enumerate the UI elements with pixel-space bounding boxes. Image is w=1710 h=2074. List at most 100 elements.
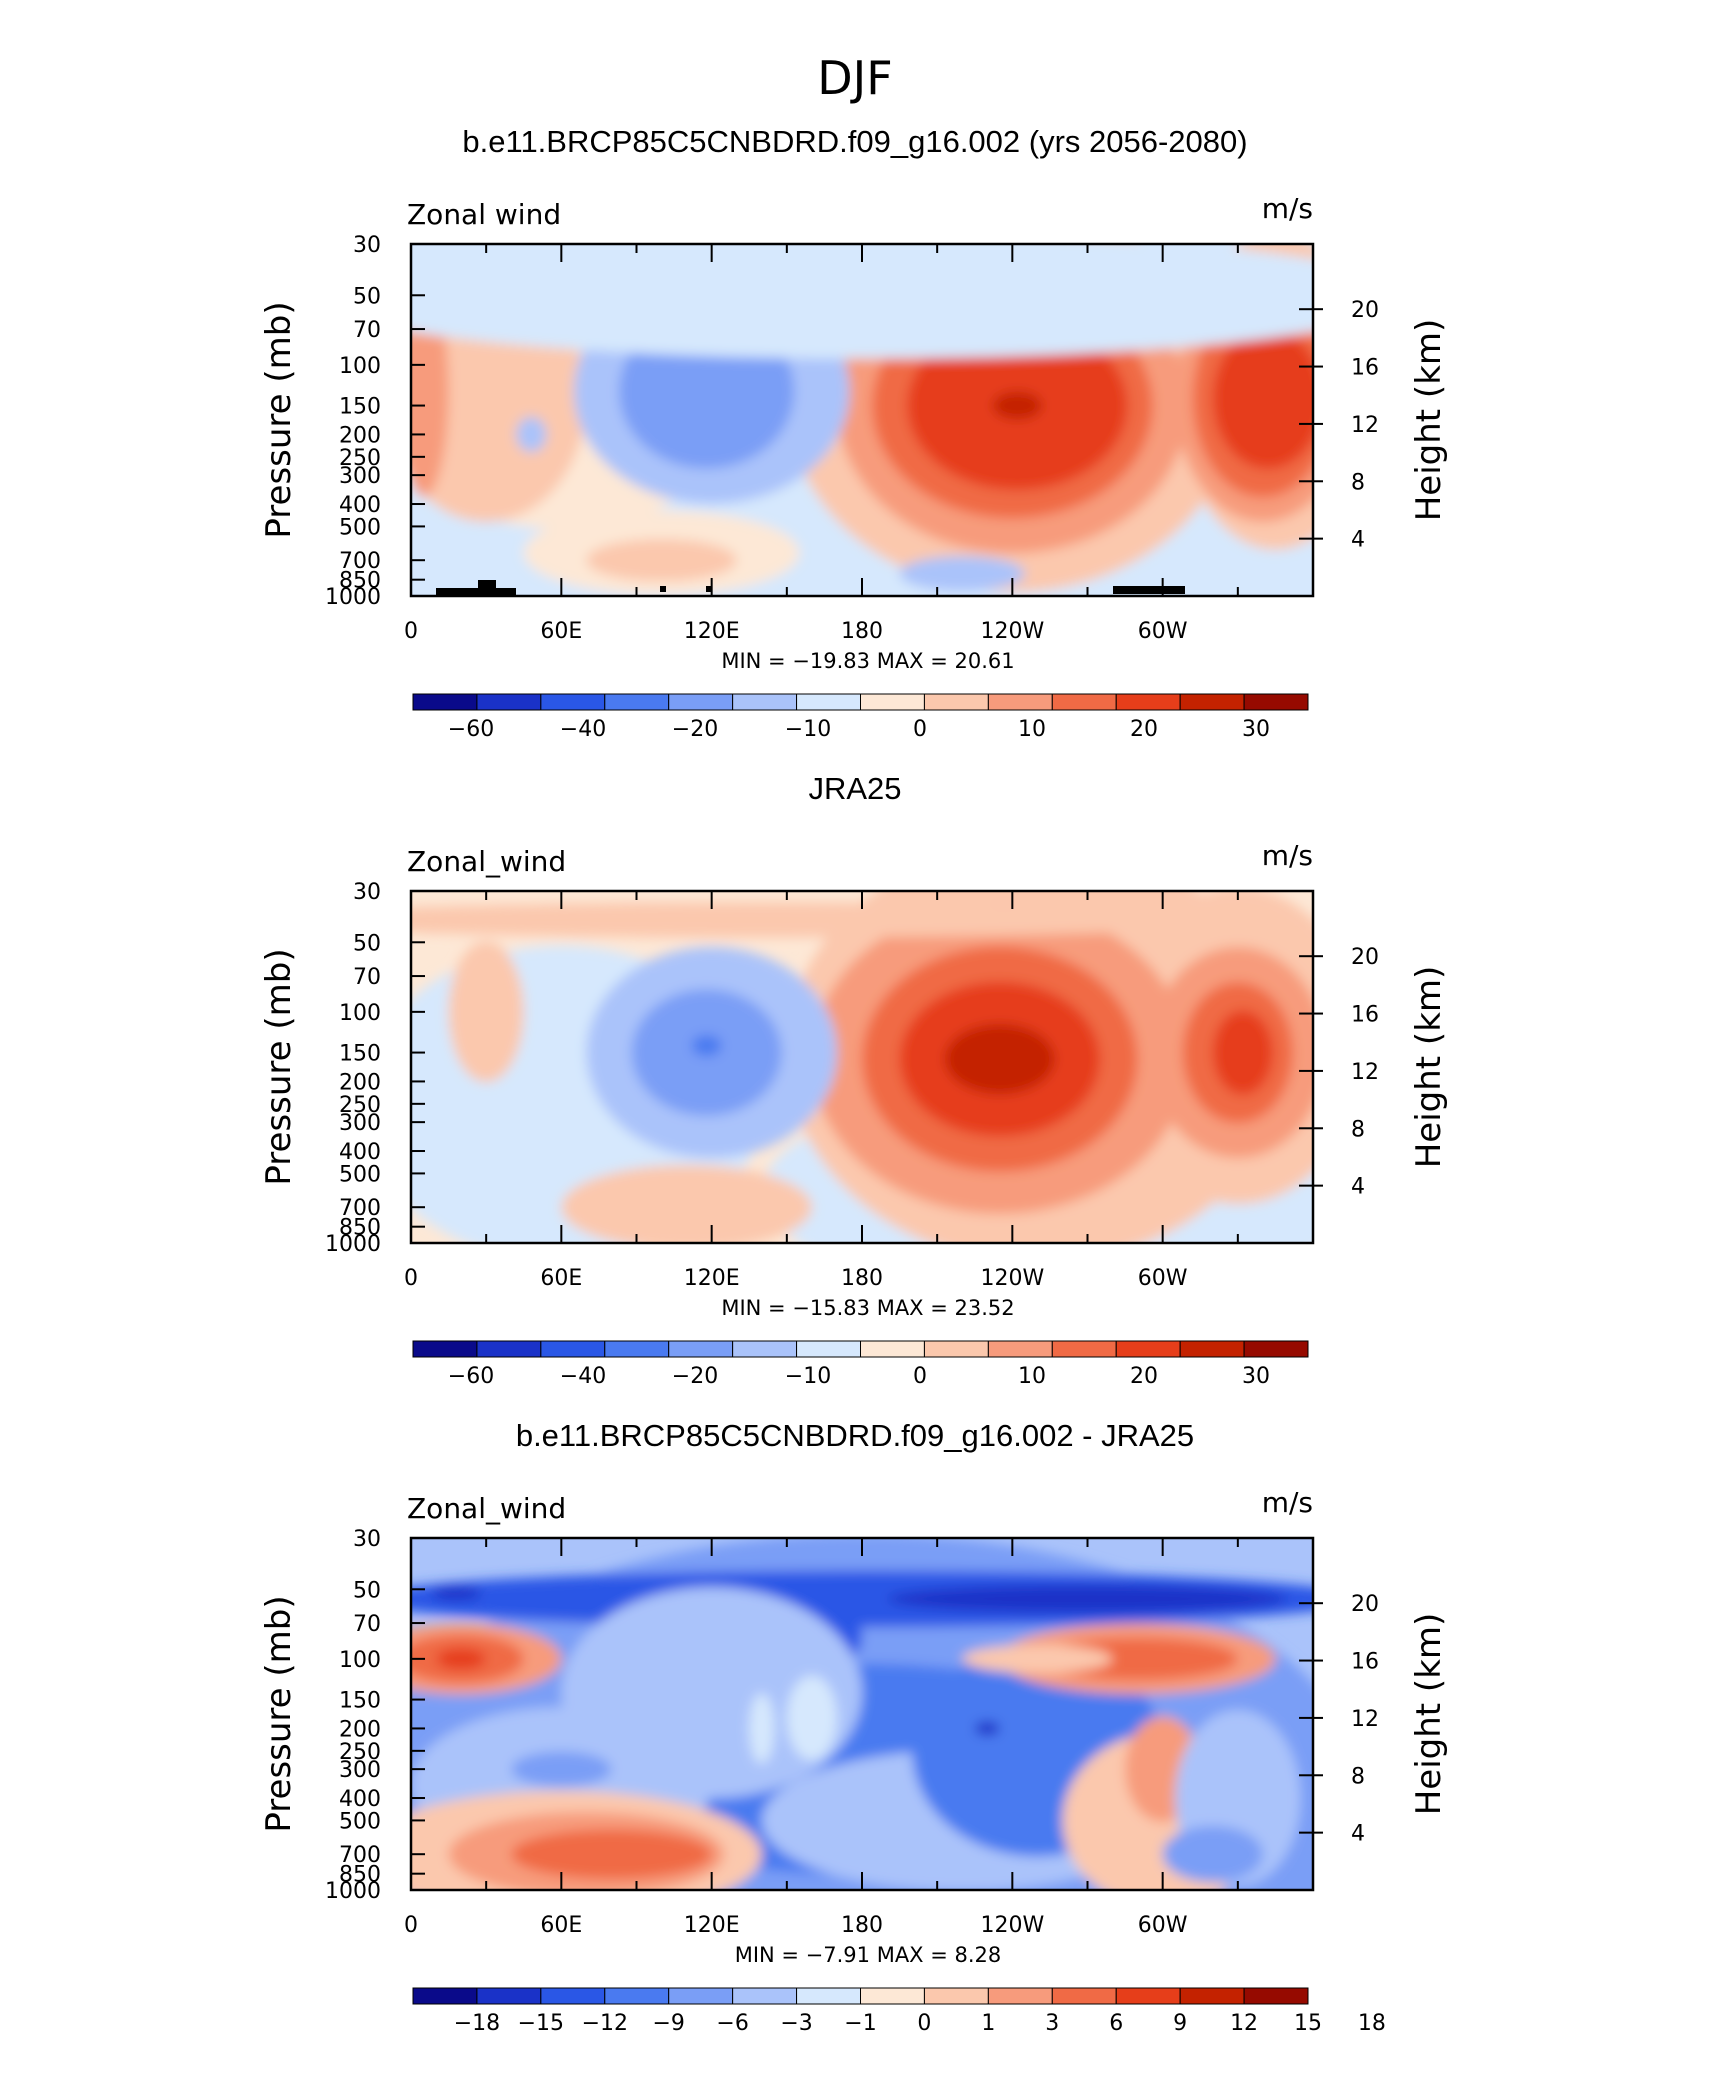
contour-region (1162, 1826, 1263, 1883)
colorbar-swatch (1243, 693, 1309, 711)
y-tick-label: 100 (339, 1001, 381, 1026)
contour-region (691, 1035, 722, 1057)
contour-region (436, 1648, 487, 1670)
colorbar-tick-label: −1 (844, 2011, 876, 2036)
colorbar-swatch (987, 1340, 1053, 1358)
terrain (436, 580, 1185, 596)
x-tick-label: 60W (1138, 619, 1188, 644)
variable-label: Zonal wind (407, 198, 561, 231)
colorbar-tick-label: −10 (785, 1364, 831, 1389)
colorbar-tick-label: −18 (454, 2011, 500, 2036)
contour-region (992, 391, 1043, 420)
colorbar-swatch (1115, 1340, 1181, 1358)
variable-label: Zonal_wind (407, 845, 566, 878)
y-tick-label: 150 (339, 395, 381, 420)
y-tick-label: 1000 (325, 1879, 381, 1904)
units-label: m/s (1262, 1486, 1313, 1519)
contour-region (561, 1164, 812, 1243)
x-tick-label: 0 (404, 1913, 418, 1938)
y2-tick-label: 12 (1351, 1707, 1379, 1732)
contour-blobs (411, 244, 1313, 596)
y-tick-label: 300 (339, 1758, 381, 1783)
contour-region (1212, 328, 1313, 470)
colorbar-swatch (540, 1340, 606, 1358)
colorbar-swatch (540, 1987, 606, 2005)
terrain-mask (1113, 586, 1185, 594)
min-max-stats: MIN = −7.91 MAX = 8.28 (735, 1943, 1002, 1967)
contour-region (887, 1584, 1288, 1613)
y-tick-label: 700 (339, 549, 381, 574)
colorbar-swatch (987, 1987, 1053, 2005)
y2-tick-label: 16 (1351, 356, 1379, 381)
colorbar-tick-label: −20 (672, 717, 718, 742)
colorbar-tick-label: −9 (652, 2011, 684, 2036)
colorbar-tick-label: 0 (913, 717, 927, 742)
y-tick-label: 500 (339, 515, 381, 540)
y2-tick-label: 8 (1351, 1764, 1365, 1789)
y-tick-label: 700 (339, 1843, 381, 1868)
x-tick-label: 180 (841, 1266, 883, 1291)
y-tick-label: 250 (339, 1740, 381, 1765)
x-tick-label: 60W (1138, 1913, 1188, 1938)
y-tick-label: 250 (339, 446, 381, 471)
panel-1: b.e11.BRCP85C5CNBDRD.f09_g16.002 (yrs 20… (259, 124, 1449, 742)
x-tick-label: 180 (841, 1913, 883, 1938)
colorbar-swatch (604, 693, 670, 711)
contour-region (411, 902, 1263, 938)
y2-tick-label: 20 (1351, 298, 1379, 323)
colorbar-tick-label: −20 (672, 1364, 718, 1389)
contour-region (1037, 1637, 1238, 1680)
y2-tick-label: 12 (1351, 413, 1379, 438)
y-tick-label: 850 (339, 1216, 381, 1241)
contour-field (411, 891, 1313, 1243)
colorbar-tick-label: −10 (785, 717, 831, 742)
colorbar-swatch (1243, 1340, 1309, 1358)
colorbar-tick-label: 20 (1130, 717, 1158, 742)
y-tick-label: 850 (339, 1863, 381, 1888)
colorbar-swatch (1051, 693, 1117, 711)
x-tick-label: 60E (540, 1913, 582, 1938)
colorbar-swatch (1051, 1340, 1117, 1358)
y2-axis-label: Height (km) (1409, 966, 1449, 1169)
y2-tick-label: 16 (1351, 1003, 1379, 1028)
contour-region (431, 1586, 482, 1601)
y-tick-label: 1000 (325, 585, 381, 610)
y-tick-label: 100 (339, 354, 381, 379)
y2-axis-label: Height (km) (1409, 319, 1449, 522)
colorbar-swatch (796, 1340, 861, 1358)
y-tick-label: 100 (339, 1648, 381, 1673)
contour-region (944, 1023, 1055, 1095)
colorbar-tick-label: 0 (913, 1364, 927, 1389)
contour-region (974, 1721, 1000, 1736)
colorbar-swatch (1051, 1987, 1117, 2005)
colorbar-tick-label: 12 (1230, 2011, 1258, 2036)
y-tick-label: 200 (339, 423, 381, 448)
x-tick-label: 60E (540, 1266, 582, 1291)
colorbar-tick-label: −12 (582, 2011, 628, 2036)
contour-region (749, 1693, 775, 1764)
colorbar-tick-label: 1 (981, 2011, 995, 2036)
terrain-mask (478, 580, 496, 588)
units-label: m/s (1262, 192, 1313, 225)
colorbar-swatch (604, 1987, 670, 2005)
colorbar-tick-label: 20 (1130, 1364, 1158, 1389)
y-tick-label: 50 (353, 931, 381, 956)
contour-region (1212, 1010, 1273, 1095)
y-tick-label: 400 (339, 1140, 381, 1165)
panel-3: b.e11.BRCP85C5CNBDRD.f09_g16.002 - JRA25… (259, 1418, 1449, 2036)
variable-label: Zonal_wind (407, 1492, 566, 1525)
y-axis-label: Pressure (mb) (259, 948, 299, 1185)
y-tick-label: 200 (339, 1717, 381, 1742)
panel-title: JRA25 (808, 771, 901, 806)
y-tick-label: 50 (353, 284, 381, 309)
colorbar-swatch (668, 1340, 734, 1358)
x-tick-label: 120W (980, 1913, 1044, 1938)
contour-blobs (411, 891, 1313, 1243)
colorbar-tick-label: −40 (560, 717, 606, 742)
terrain-mask (660, 586, 666, 592)
y2-tick-label: 4 (1351, 528, 1365, 553)
contour-region (516, 416, 547, 453)
y-axis-label: Pressure (mb) (259, 301, 299, 538)
contour-region (586, 539, 737, 582)
